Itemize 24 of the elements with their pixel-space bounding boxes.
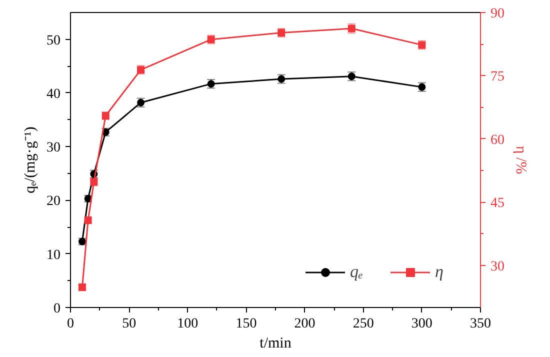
x-tick-label: 200	[294, 316, 316, 332]
y2-tick-label: 90	[490, 6, 504, 22]
x-tick-label: 300	[411, 316, 432, 332]
x-tick-label: 250	[352, 316, 374, 332]
y2-tick-label: 75	[490, 70, 504, 85]
x-tick-label: 350	[470, 316, 491, 332]
y2-tick-label: 30	[490, 259, 504, 274]
y2-tick-label: 60	[490, 132, 504, 148]
y-tick-label: 50	[46, 33, 60, 48]
x-axis-title: t/min	[260, 336, 292, 352]
y-axis-title: qₑ/(mg·g⁻¹)	[22, 126, 38, 194]
legend-label: η	[435, 262, 444, 282]
legend-label: qₑ	[350, 262, 364, 282]
y-tick-label: 30	[46, 140, 60, 156]
x-tick-label: 50	[122, 316, 136, 332]
y2-axis-title: η /%	[512, 146, 528, 174]
y-tick-label: 20	[46, 194, 60, 210]
x-tick-label: 150	[236, 316, 257, 332]
x-tick-label: 100	[177, 316, 198, 332]
y-tick-label: 10	[46, 248, 60, 263]
x-tick-label: 0	[67, 316, 74, 332]
y2-tick-label: 45	[490, 196, 504, 212]
y-tick-label: 40	[46, 86, 60, 102]
y-tick-label: 0	[54, 302, 60, 316]
